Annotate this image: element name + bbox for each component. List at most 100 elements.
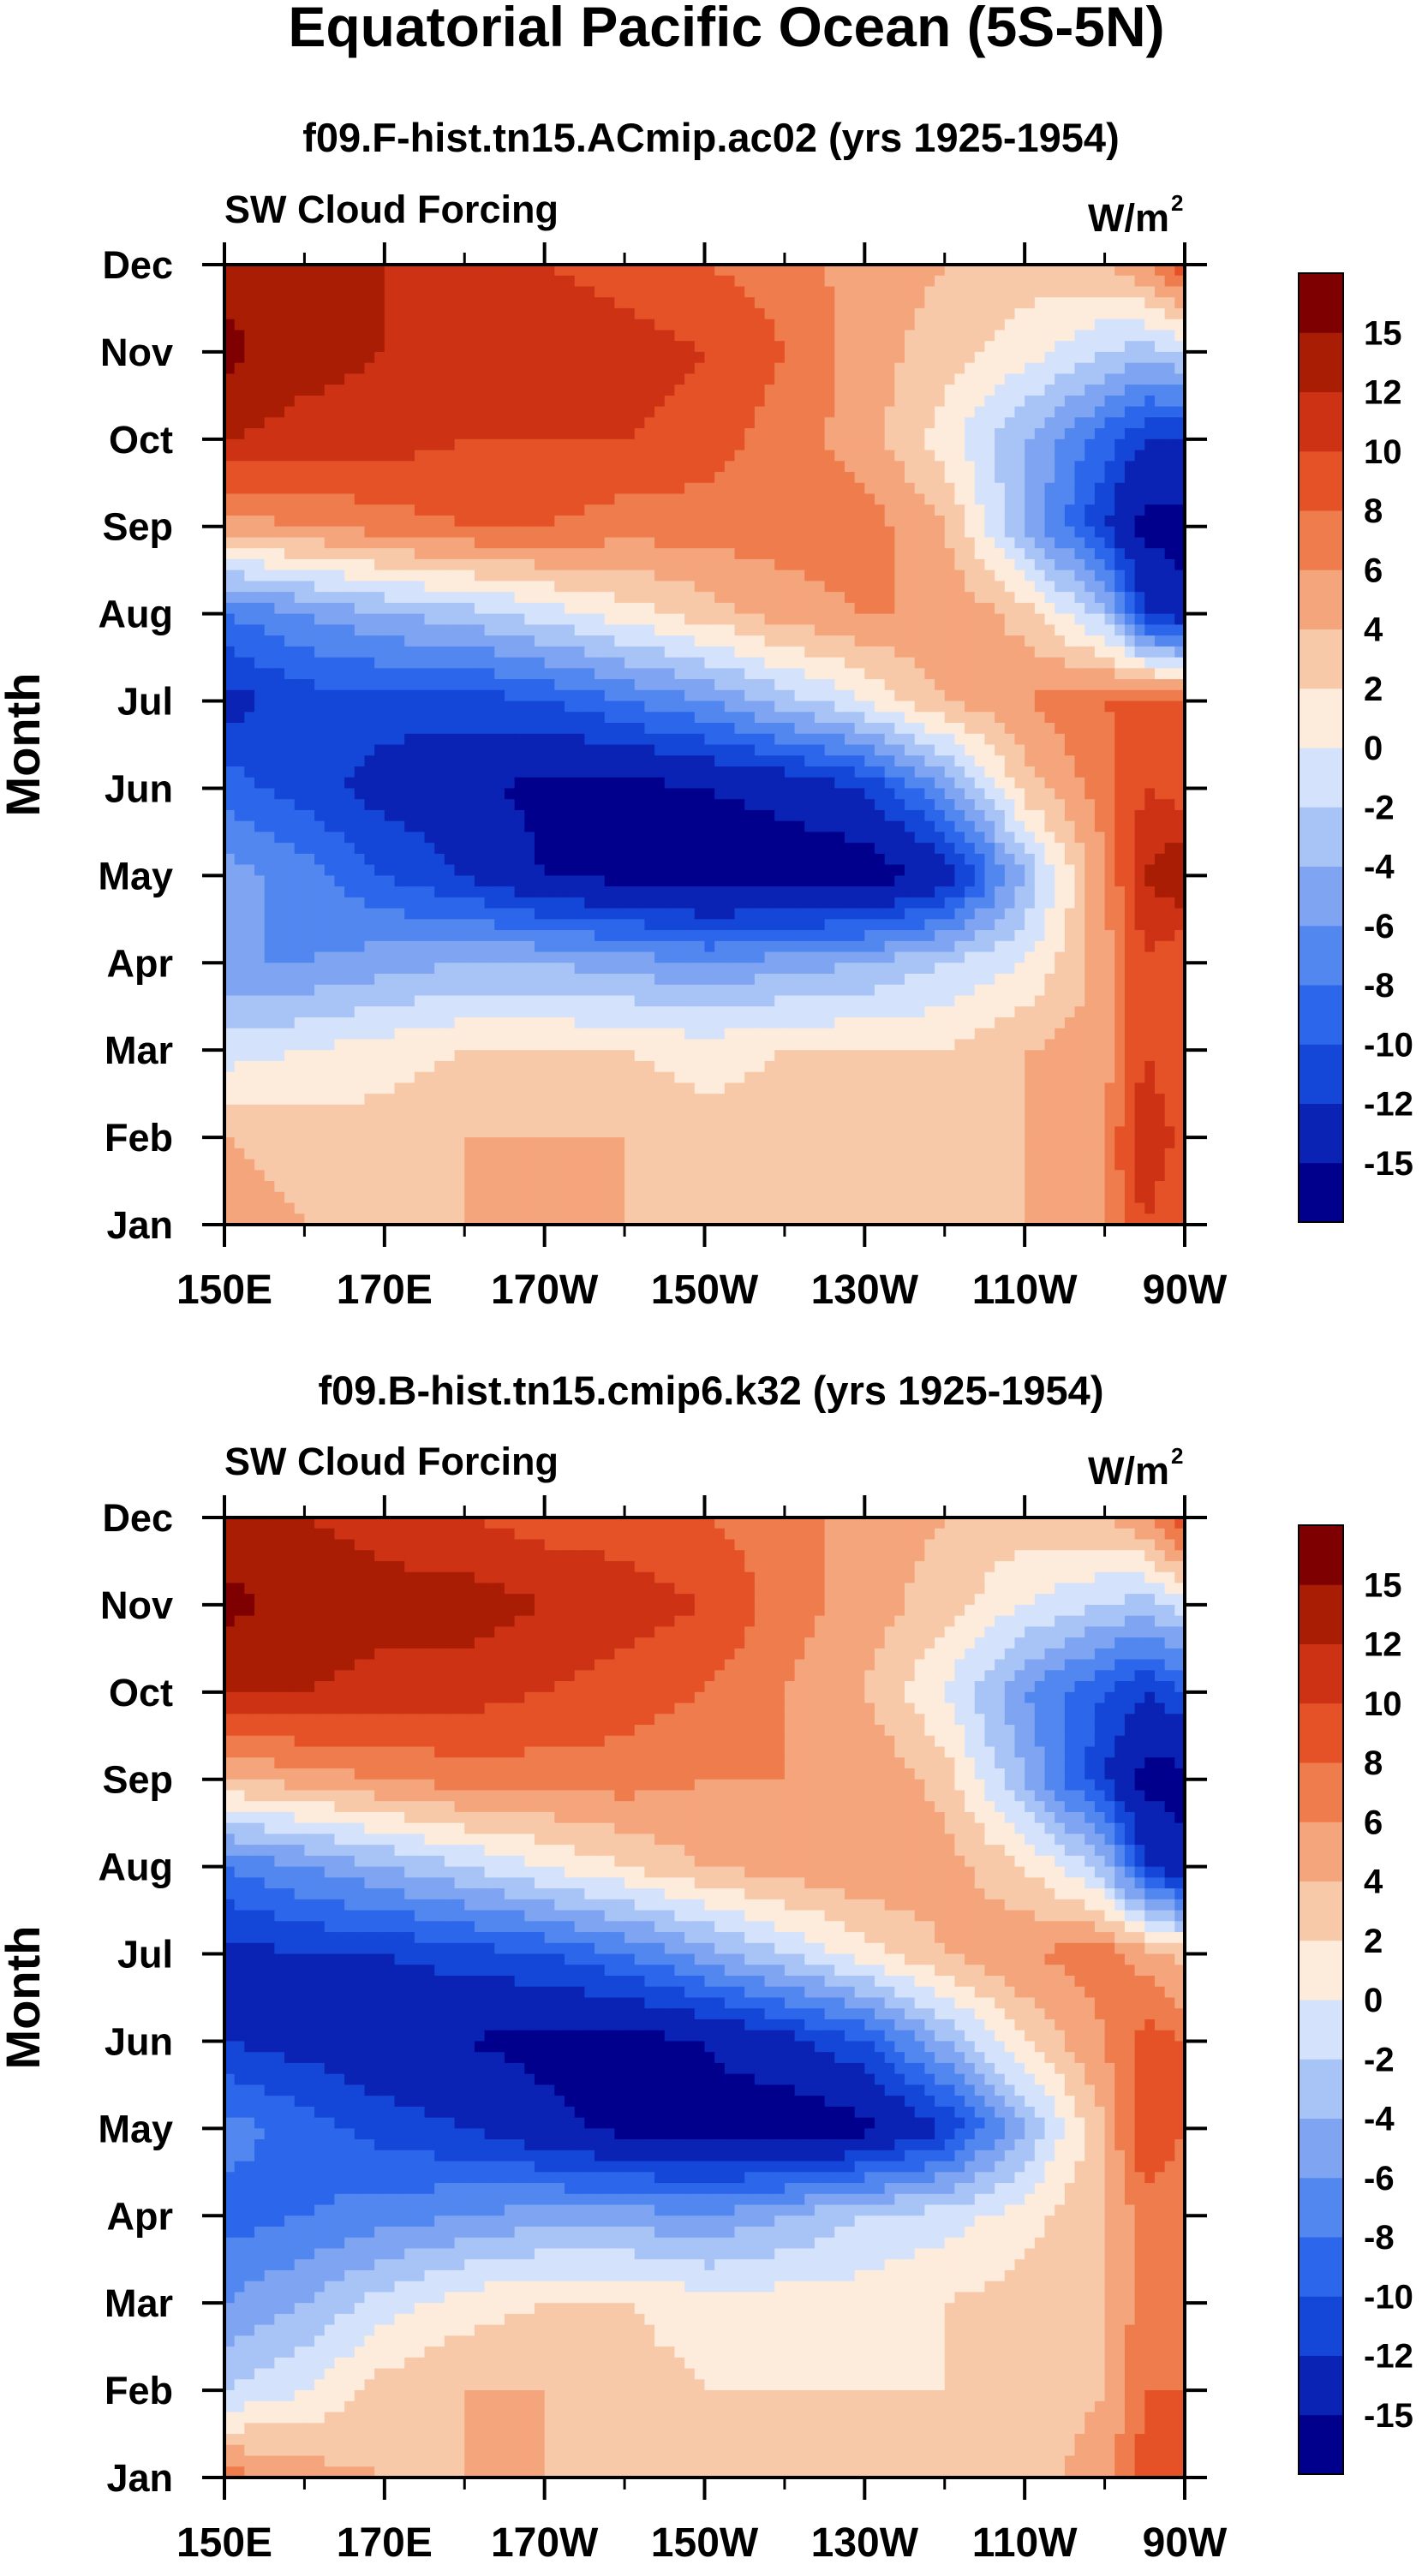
heatmap-cell [744, 537, 756, 549]
heatmap-cell [914, 820, 926, 833]
heatmap-cell [1104, 461, 1115, 473]
heatmap-cell [935, 537, 946, 549]
heatmap-cell [1044, 766, 1055, 778]
heatmap-cell [894, 265, 905, 277]
heatmap-cell [544, 548, 556, 560]
heatmap-cell [1025, 493, 1036, 505]
heatmap-cell [524, 701, 535, 713]
heatmap-cell [834, 712, 845, 724]
heatmap-cell [464, 373, 475, 385]
heatmap-cell [464, 602, 475, 615]
heatmap-cell [924, 438, 935, 451]
heatmap-cell [1124, 820, 1136, 833]
heatmap-cell [444, 744, 456, 756]
heatmap-cell [694, 777, 706, 790]
heatmap-cell [1074, 820, 1085, 833]
heatmap-cell [974, 581, 986, 593]
heatmap-cell [484, 286, 495, 298]
heatmap-cell [954, 809, 965, 822]
heatmap-cell [804, 526, 816, 539]
heatmap-cell [494, 755, 505, 767]
heatmap-cell [784, 275, 796, 288]
heatmap-cell [1134, 689, 1145, 702]
heatmap-cell [1084, 504, 1096, 516]
heatmap-cell [1034, 723, 1046, 735]
heatmap-cell [1004, 624, 1016, 636]
heatmap-cell [974, 395, 986, 408]
heatmap-cell [664, 809, 676, 822]
heatmap-cell [565, 646, 576, 659]
heatmap-cell [1094, 493, 1106, 505]
heatmap-cell [524, 635, 535, 647]
heatmap-cell [294, 450, 306, 462]
heatmap-cell [494, 265, 505, 277]
heatmap-cell [554, 602, 565, 615]
heatmap-cell [374, 428, 385, 440]
heatmap-cell [724, 766, 736, 778]
heatmap-cell [444, 733, 456, 746]
heatmap-cell [914, 602, 926, 615]
heatmap-cell [434, 362, 445, 375]
heatmap-cell [995, 689, 1006, 702]
heatmap-cell [1064, 592, 1076, 604]
heatmap-cell [274, 362, 285, 375]
heatmap-cell [935, 406, 946, 419]
heatmap-cell [634, 286, 646, 298]
heatmap-cell [1055, 493, 1066, 505]
heatmap-cell [604, 319, 616, 331]
heatmap-cell [834, 428, 845, 440]
heatmap-cell [1074, 330, 1085, 342]
heatmap-cell [284, 297, 296, 309]
heatmap-cell [774, 373, 786, 385]
heatmap-cell [484, 558, 495, 571]
heatmap-cell [944, 385, 956, 397]
heatmap-cell [324, 581, 336, 593]
heatmap-cell [654, 330, 666, 342]
heatmap-cell [1074, 373, 1085, 385]
heatmap-cell [254, 341, 266, 353]
heatmap-cell [834, 581, 845, 593]
heatmap-cell [694, 307, 706, 320]
heatmap-cell [424, 406, 435, 419]
heatmap-cell [504, 482, 516, 495]
heatmap-cell [634, 602, 646, 615]
heatmap-cell [264, 297, 276, 309]
heatmap-cell [1074, 307, 1085, 320]
heatmap-cell [1044, 297, 1055, 309]
heatmap-cell [264, 526, 276, 539]
heatmap-cell [624, 330, 636, 342]
heatmap-cell [1074, 558, 1085, 571]
heatmap-cell [814, 515, 826, 528]
heatmap-cell [894, 406, 905, 419]
heatmap-cell [714, 286, 726, 298]
heatmap-cell [574, 472, 586, 484]
heatmap-cell [1055, 624, 1066, 636]
heatmap-cell [574, 307, 586, 320]
heatmap-cell [674, 701, 685, 713]
heatmap-cell [924, 395, 935, 408]
heatmap-cell [1055, 351, 1066, 364]
heatmap-cell [1014, 613, 1025, 626]
heatmap-cell [504, 548, 516, 560]
heatmap-cell [524, 450, 535, 462]
heatmap-cell [1064, 581, 1076, 593]
heatmap-cell [565, 537, 576, 549]
heatmap-cell [864, 799, 875, 811]
heatmap-cell [264, 733, 276, 746]
heatmap-cell [634, 297, 646, 309]
heatmap-cell [504, 307, 516, 320]
heatmap-cell [654, 482, 666, 495]
heatmap-cell [494, 602, 505, 615]
heatmap-cell [534, 362, 546, 375]
heatmap-cell [674, 319, 685, 331]
heatmap-cell [634, 624, 646, 636]
heatmap-cell [714, 472, 726, 484]
heatmap-cell [224, 592, 236, 604]
heatmap-cell [804, 537, 816, 549]
heatmap-cell [314, 406, 326, 419]
heatmap-cell [254, 581, 266, 593]
heatmap-cell [1144, 406, 1156, 419]
heatmap-cell [1134, 569, 1145, 582]
heatmap-cell [875, 679, 886, 691]
heatmap-cell [644, 668, 655, 680]
